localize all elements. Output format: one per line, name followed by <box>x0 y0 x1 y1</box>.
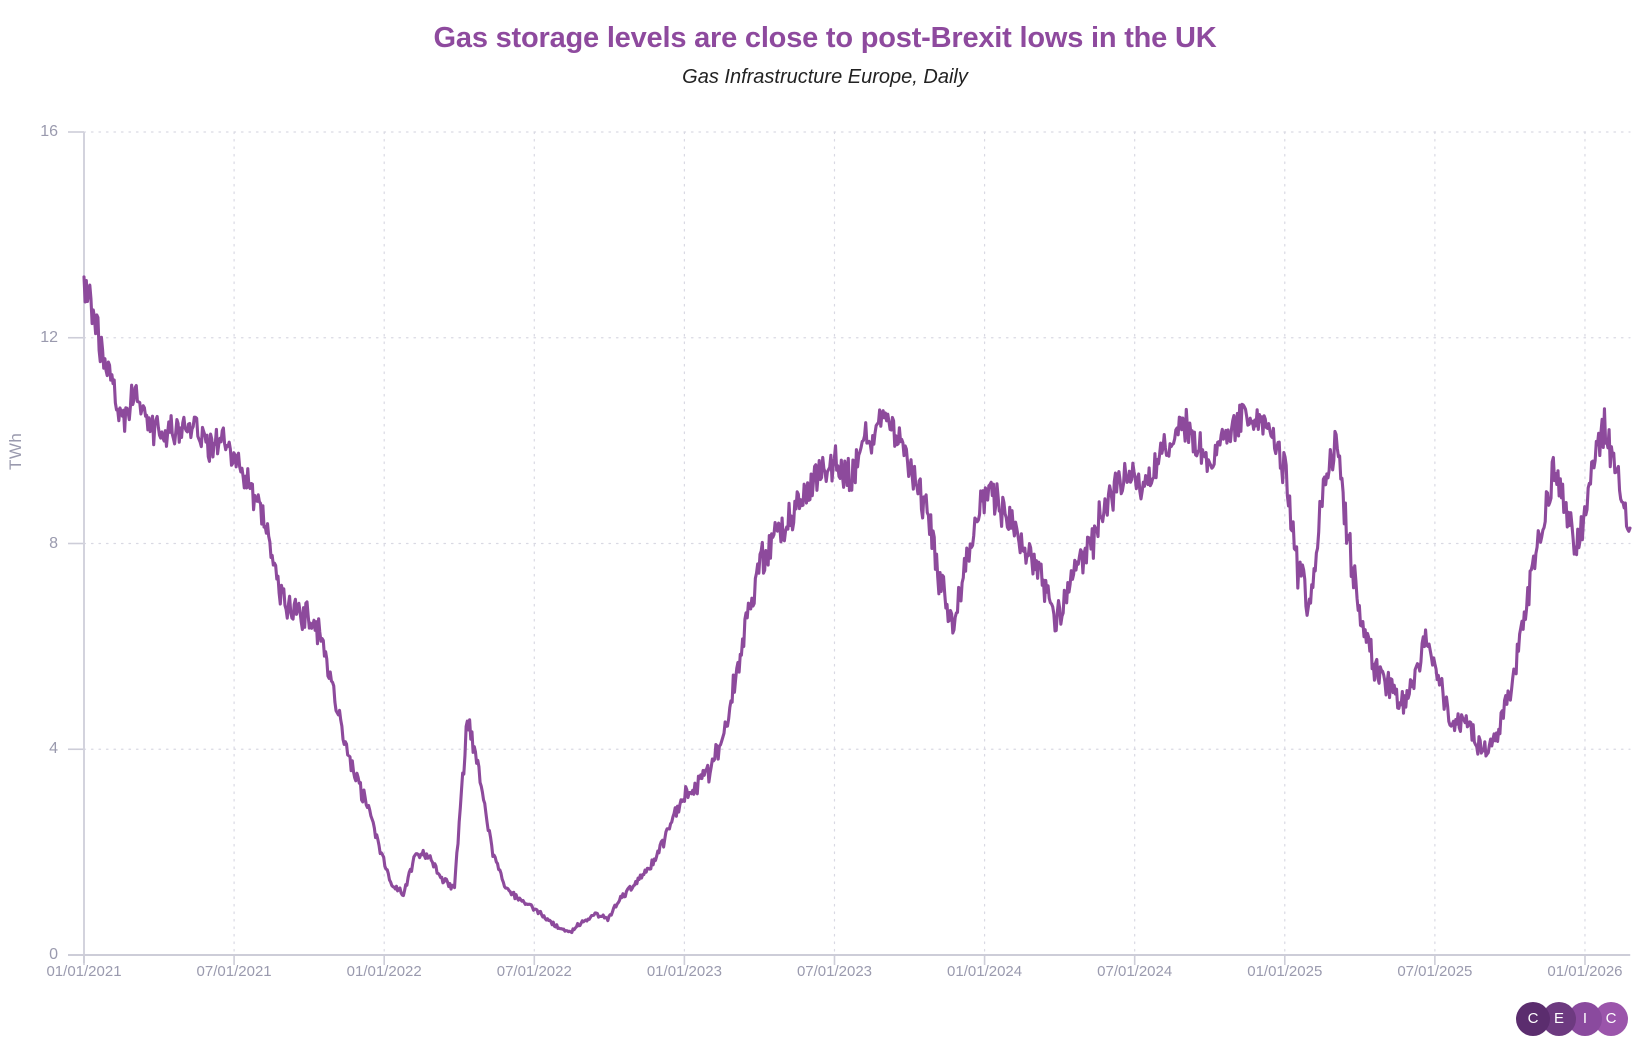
x-tick-label: 07/01/2023 <box>796 963 873 980</box>
x-tick-label: 01/01/2025 <box>1247 963 1323 980</box>
x-tick-label: 01/01/2026 <box>1547 963 1623 980</box>
y-tick-label: 4 <box>49 740 58 758</box>
x-tick-label: 01/01/2022 <box>346 963 422 980</box>
y-tick-label: 0 <box>49 946 58 963</box>
x-tick-label: 07/01/2025 <box>1397 963 1473 980</box>
chart-subtitle: Gas Infrastructure Europe, Daily <box>682 66 968 88</box>
x-tick-label: 01/01/2024 <box>947 963 1023 980</box>
chart-title: Gas storage levels are close to post-Bre… <box>433 22 1217 54</box>
y-tick-label: 16 <box>40 123 58 140</box>
logo-letter-c-0: C <box>1516 1002 1550 1036</box>
x-tick-label: 07/01/2022 <box>496 963 572 980</box>
y-tick-label: 12 <box>40 328 58 346</box>
series-line-uk-gas-storage <box>82 275 1632 935</box>
x-tick-label: 01/01/2023 <box>646 963 722 980</box>
x-tick-label: 01/01/2021 <box>46 963 122 980</box>
x-tick-label: 07/01/2021 <box>196 963 272 980</box>
y-axis-ticks: 0 4 8 12 16 <box>12 0 58 1050</box>
x-tick-label: 07/01/2024 <box>1097 963 1173 980</box>
y-tick-label: 8 <box>49 534 58 552</box>
